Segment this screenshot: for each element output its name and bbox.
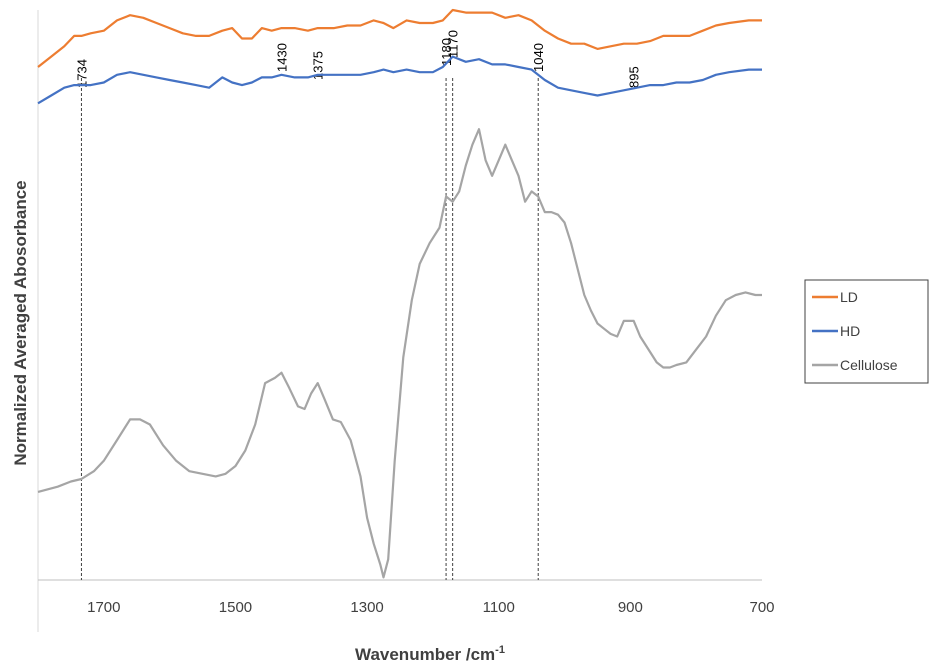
series-lines bbox=[37, 8, 762, 579]
peak-guides bbox=[80, 78, 539, 580]
series-line-hd bbox=[37, 55, 762, 105]
x-tick-labels: 1700 1500 1300 1100 900 700 bbox=[87, 599, 774, 616]
x-axis-title-text: Wavenumber /cm bbox=[355, 645, 495, 664]
legend-label-cellulose: Cellulose bbox=[840, 357, 898, 373]
x-tick-1500: 1500 bbox=[219, 599, 252, 616]
peak-label-895: 895 bbox=[627, 66, 642, 88]
y-axis-title: Normalized Averaged Abosorbance bbox=[11, 180, 30, 465]
series-line-ld bbox=[37, 8, 762, 68]
peak-label-1170: 1170 bbox=[446, 30, 461, 58]
x-tick-1100: 1100 bbox=[483, 599, 515, 616]
peak-label-1040: 1040 bbox=[531, 43, 546, 72]
x-tick-1700: 1700 bbox=[87, 599, 120, 616]
legend: LD HD Cellulose bbox=[804, 279, 929, 384]
legend-label-ld: LD bbox=[840, 289, 858, 305]
peak-label-1430: 1430 bbox=[275, 43, 290, 72]
x-tick-1300: 1300 bbox=[350, 599, 383, 616]
series-line-cellulose bbox=[37, 128, 762, 579]
legend-label-hd: HD bbox=[840, 323, 860, 339]
x-axis-title: Wavenumber /cm-1 bbox=[355, 644, 505, 664]
x-tick-900: 900 bbox=[618, 599, 643, 616]
peak-label-1375: 1375 bbox=[311, 51, 326, 80]
x-axis-title-superscript: -1 bbox=[495, 644, 505, 656]
peak-label-1734: 1734 bbox=[74, 59, 89, 88]
legend-items: LD HD Cellulose bbox=[812, 289, 898, 373]
x-tick-700: 700 bbox=[749, 599, 774, 616]
